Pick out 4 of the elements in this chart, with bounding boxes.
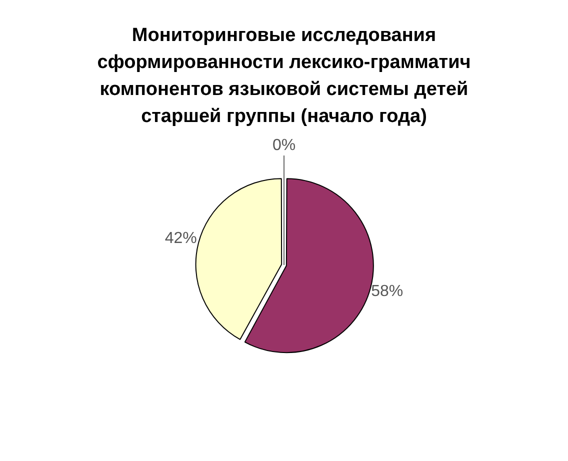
data-label: 58% [371, 282, 404, 300]
text: 0% [272, 136, 296, 154]
data-label: 42% [164, 230, 197, 247]
chart-title: Мониторинговые исследования сформированности лексико-грамматич компонентов языковой системы детей старшей группы (начало года) [96, 24, 472, 129]
